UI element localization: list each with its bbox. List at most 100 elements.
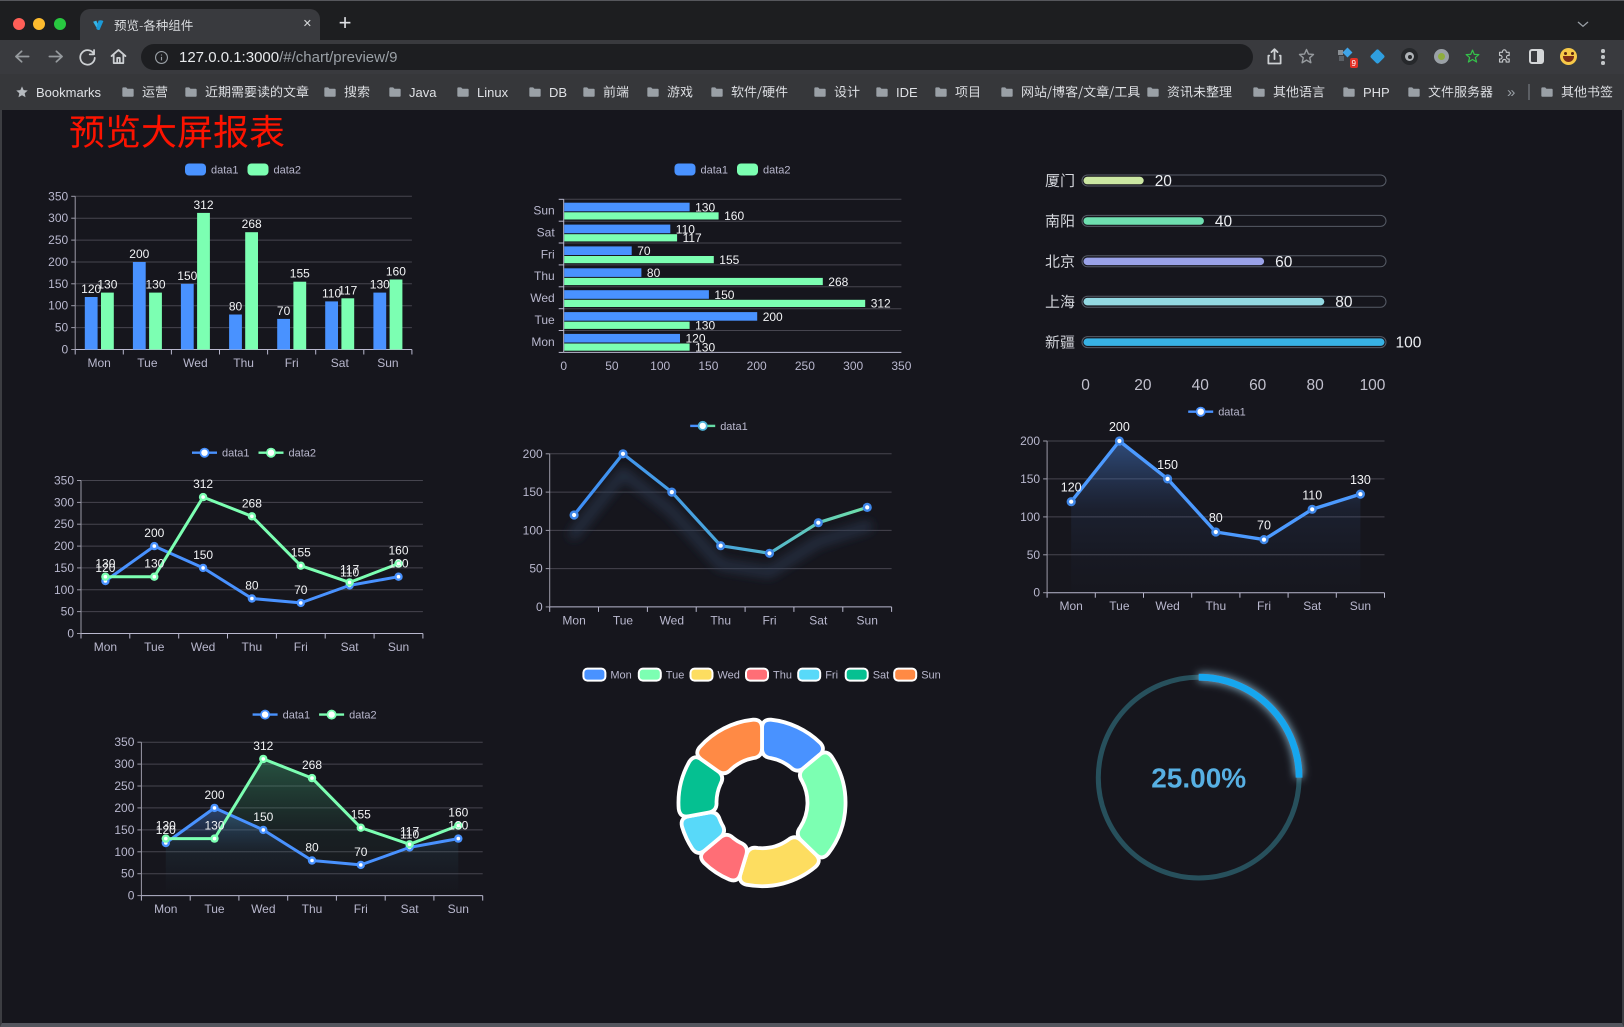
- svg-text:110: 110: [1302, 488, 1322, 502]
- svg-text:0: 0: [560, 359, 567, 373]
- svg-text:50: 50: [121, 867, 135, 881]
- svg-text:25.00%: 25.00%: [1151, 763, 1246, 794]
- svg-text:300: 300: [843, 359, 863, 373]
- svg-text:Mon: Mon: [610, 670, 631, 682]
- svg-text:20: 20: [1134, 377, 1152, 394]
- svg-text:Mon: Mon: [531, 335, 554, 349]
- svg-text:80: 80: [245, 579, 259, 593]
- svg-text:Sat: Sat: [537, 225, 556, 239]
- svg-text:110: 110: [340, 565, 359, 579]
- svg-text:Thu: Thu: [773, 670, 792, 682]
- svg-text:160: 160: [448, 806, 468, 820]
- svg-text:Mon: Mon: [88, 356, 111, 370]
- svg-text:50: 50: [55, 321, 69, 335]
- svg-text:Wed: Wed: [251, 902, 275, 916]
- svg-text:80: 80: [1335, 294, 1353, 311]
- svg-text:Fri: Fri: [825, 670, 838, 682]
- svg-text:250: 250: [54, 517, 74, 531]
- svg-text:150: 150: [114, 823, 134, 837]
- svg-text:100: 100: [114, 845, 134, 859]
- svg-text:150: 150: [48, 277, 68, 291]
- svg-text:155: 155: [290, 267, 310, 281]
- svg-text:117: 117: [683, 231, 702, 245]
- svg-text:130: 130: [388, 557, 408, 571]
- svg-text:Tue: Tue: [534, 313, 555, 327]
- svg-text:Thu: Thu: [1205, 599, 1226, 613]
- svg-text:80: 80: [1306, 377, 1324, 394]
- svg-text:100: 100: [650, 359, 670, 373]
- svg-text:155: 155: [719, 253, 739, 267]
- svg-text:Sun: Sun: [388, 640, 409, 654]
- svg-text:Wed: Wed: [191, 640, 215, 654]
- svg-text:Fri: Fri: [354, 902, 368, 916]
- svg-text:200: 200: [114, 801, 134, 815]
- svg-text:120: 120: [156, 823, 176, 837]
- svg-text:130: 130: [1350, 473, 1371, 487]
- svg-text:155: 155: [291, 546, 311, 560]
- svg-text:0: 0: [67, 627, 74, 641]
- svg-text:150: 150: [253, 810, 273, 824]
- svg-text:130: 130: [95, 557, 115, 571]
- svg-text:Sat: Sat: [401, 902, 420, 916]
- svg-text:70: 70: [1257, 519, 1271, 533]
- svg-text:350: 350: [48, 189, 68, 203]
- svg-text:268: 268: [242, 217, 262, 231]
- svg-text:200: 200: [763, 310, 783, 324]
- svg-text:0: 0: [1081, 377, 1090, 394]
- svg-text:130: 130: [695, 340, 715, 354]
- svg-text:300: 300: [48, 211, 68, 225]
- svg-text:300: 300: [114, 757, 134, 771]
- svg-text:80: 80: [229, 300, 243, 314]
- svg-text:130: 130: [145, 278, 165, 292]
- svg-text:Mon: Mon: [1060, 599, 1083, 613]
- svg-text:250: 250: [795, 359, 815, 373]
- svg-text:Tue: Tue: [144, 640, 165, 654]
- svg-text:50: 50: [61, 605, 75, 619]
- svg-text:160: 160: [388, 544, 408, 558]
- svg-text:data1: data1: [720, 421, 748, 433]
- svg-text:0: 0: [536, 600, 543, 614]
- svg-text:117: 117: [340, 562, 359, 576]
- svg-text:312: 312: [253, 739, 273, 753]
- svg-text:Tue: Tue: [137, 356, 158, 370]
- svg-text:200: 200: [204, 788, 224, 802]
- svg-text:150: 150: [1020, 472, 1040, 486]
- svg-text:Mon: Mon: [94, 640, 117, 654]
- svg-text:40: 40: [1192, 377, 1210, 394]
- svg-text:312: 312: [193, 477, 213, 491]
- svg-text:200: 200: [1109, 420, 1130, 434]
- svg-text:117: 117: [400, 824, 419, 838]
- svg-text:268: 268: [302, 758, 322, 772]
- svg-text:300: 300: [54, 495, 74, 509]
- svg-text:70: 70: [354, 845, 368, 859]
- svg-text:100: 100: [1396, 335, 1422, 352]
- svg-text:160: 160: [386, 265, 406, 279]
- svg-text:200: 200: [129, 247, 149, 261]
- svg-text:110: 110: [400, 827, 419, 841]
- svg-text:Thu: Thu: [233, 356, 254, 370]
- svg-text:Thu: Thu: [302, 902, 323, 916]
- svg-text:data1: data1: [701, 165, 729, 177]
- svg-text:268: 268: [242, 496, 262, 510]
- svg-text:117: 117: [338, 283, 357, 297]
- svg-text:110: 110: [322, 286, 341, 300]
- svg-text:200: 200: [54, 539, 74, 553]
- svg-text:80: 80: [647, 266, 661, 280]
- svg-text:70: 70: [637, 244, 651, 258]
- svg-text:130: 130: [370, 278, 390, 292]
- svg-text:Sun: Sun: [448, 902, 469, 916]
- svg-text:Fri: Fri: [1257, 599, 1271, 613]
- svg-text:200: 200: [1020, 434, 1040, 448]
- svg-text:80: 80: [305, 841, 319, 855]
- svg-text:data1: data1: [222, 448, 250, 460]
- svg-text:Thu: Thu: [242, 640, 263, 654]
- svg-text:150: 150: [193, 548, 213, 562]
- svg-text:data1: data1: [211, 165, 239, 177]
- svg-text:60: 60: [1249, 377, 1267, 394]
- svg-text:Sat: Sat: [331, 356, 350, 370]
- svg-text:Thu: Thu: [534, 269, 555, 283]
- svg-text:200: 200: [523, 447, 543, 461]
- svg-text:data1: data1: [1218, 407, 1246, 419]
- svg-text:0: 0: [62, 343, 69, 357]
- svg-text:50: 50: [605, 359, 619, 373]
